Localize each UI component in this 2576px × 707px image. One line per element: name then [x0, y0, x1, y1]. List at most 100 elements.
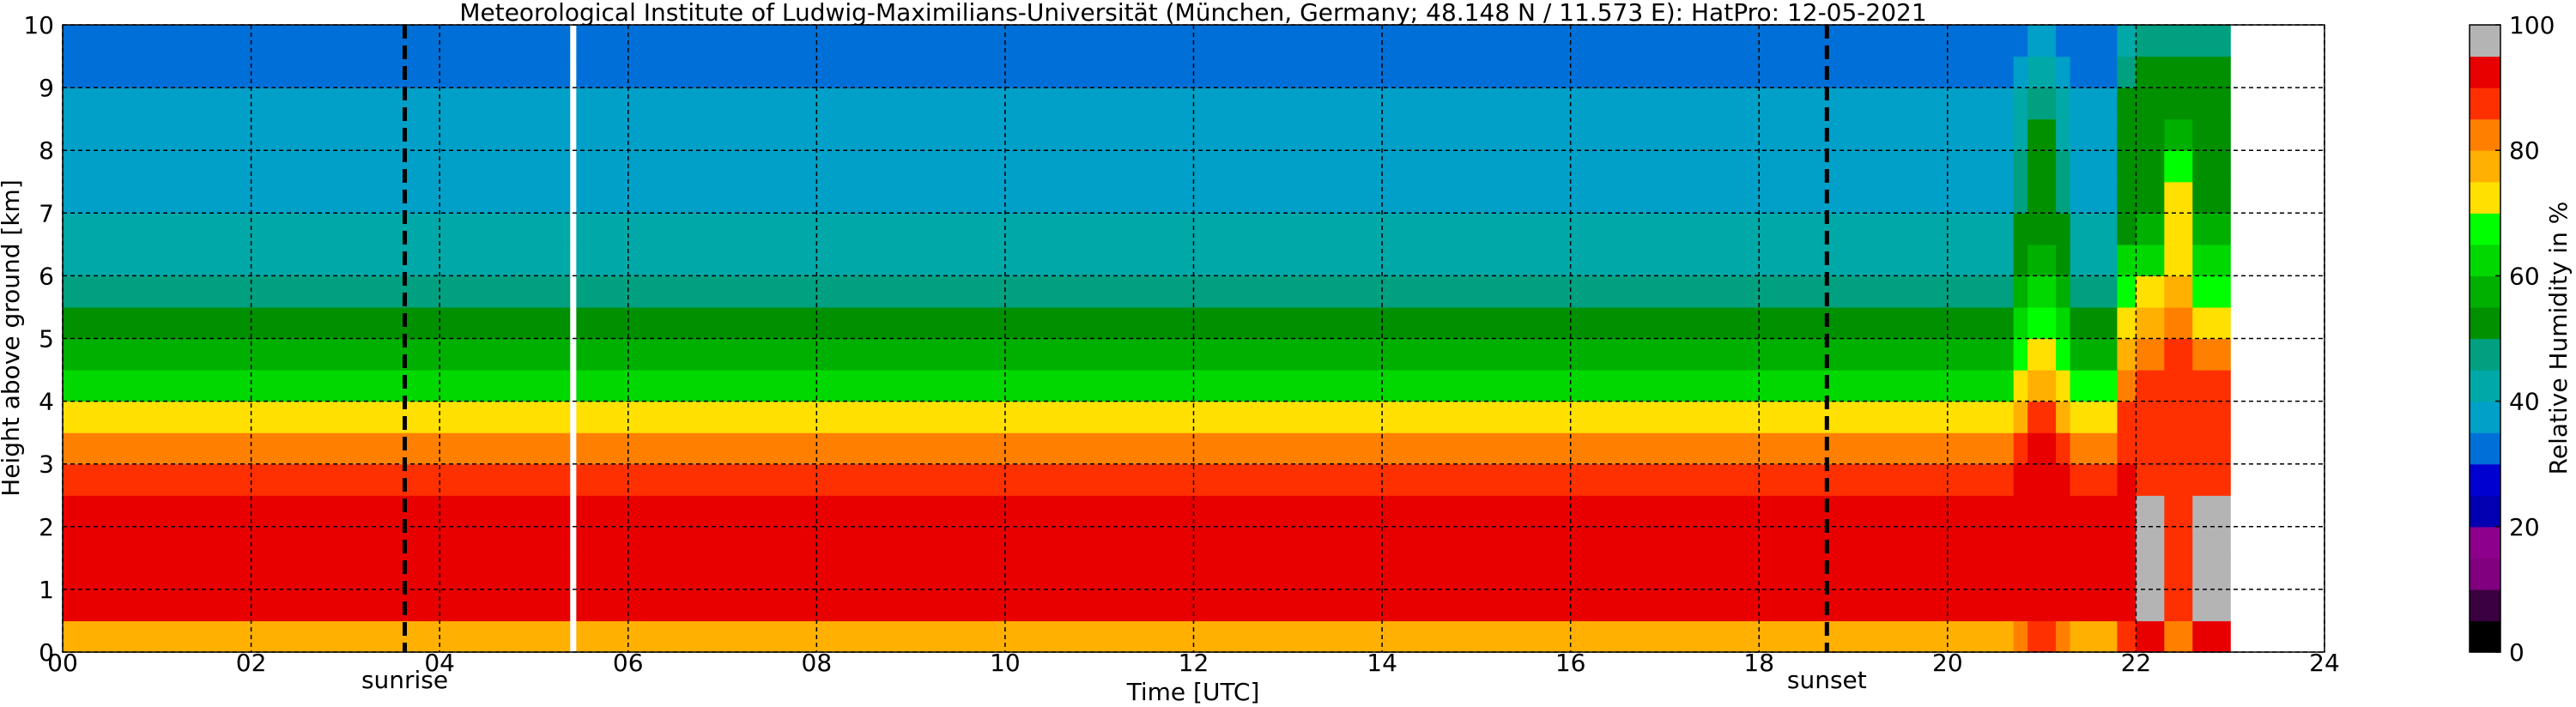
heatmap-cell [2117, 401, 2137, 433]
heatmap-cell [576, 88, 2015, 120]
heatmap-cell [2136, 56, 2165, 88]
heatmap-cell [576, 244, 2015, 276]
colorbar-label: Relative Humidity in % [2544, 202, 2573, 475]
heatmap-cell [576, 463, 2015, 496]
heatmap-cell [2136, 213, 2165, 245]
heatmap-cell [2164, 306, 2193, 340]
heatmap-cell [2192, 275, 2231, 308]
heatmap-cell [2070, 150, 2118, 183]
heatmap-cell [2117, 495, 2137, 528]
heatmap-cell [2117, 181, 2137, 214]
heatmap-cell [2013, 558, 2028, 590]
heatmap-cell [576, 620, 2015, 653]
heatmap-cell [576, 150, 2015, 183]
event-label: sunset [1787, 666, 1867, 694]
colorbar-tick-label: 40 [2509, 388, 2540, 416]
heatmap-cell [2136, 526, 2165, 559]
heatmap-cell [2070, 118, 2118, 151]
heatmap-cell [2164, 526, 2193, 559]
heatmap-cell [2164, 181, 2193, 214]
heatmap-cell [576, 526, 2015, 559]
heatmap-cell [2136, 181, 2165, 214]
colorbar-swatch [2470, 213, 2500, 245]
heatmap-cell [2136, 589, 2165, 622]
heatmap-cell [63, 589, 571, 622]
heatmap-cell [2192, 495, 2231, 528]
colorbar-swatch [2470, 401, 2500, 433]
heatmap-cell [2013, 338, 2028, 371]
heatmap-cell [2070, 495, 2118, 528]
heatmap-cell [2013, 88, 2028, 120]
heatmap-cell [2117, 25, 2137, 57]
colorbar-swatch [2470, 370, 2500, 402]
heatmap-cell [2192, 558, 2231, 590]
heatmap-cell [2192, 118, 2231, 151]
colorbar-swatch [2470, 244, 2500, 276]
heatmap-cell [2013, 495, 2028, 528]
heatmap-cell [2192, 338, 2231, 371]
heatmap-cell [2027, 181, 2057, 214]
heatmap-cell [2070, 213, 2118, 245]
heatmap-cell [576, 432, 2015, 465]
heatmap-cell [2136, 25, 2165, 57]
colorbar-tick-label: 60 [2509, 262, 2540, 290]
heatmap-cell [63, 558, 571, 590]
heatmap-cell [576, 118, 2015, 151]
heatmap-cell [2070, 370, 2118, 402]
heatmap-cell [2027, 118, 2057, 151]
heatmap-cell [2192, 370, 2231, 402]
heatmap-cell [2164, 213, 2193, 245]
heatmap-cell [2070, 25, 2118, 57]
y-tick-label: 4 [39, 388, 54, 416]
colorbar-frame [2469, 24, 2501, 653]
heatmap-cell [2027, 463, 2057, 496]
heatmap-cell [2192, 401, 2231, 433]
heatmap-cell [2136, 150, 2165, 183]
y-tick-label: 0 [39, 638, 54, 667]
heatmap-cell [2192, 620, 2231, 653]
y-tick-label: 9 [39, 74, 54, 102]
heatmap-cell [2164, 244, 2193, 276]
heatmap-cell [576, 25, 2015, 57]
heatmap-cell [2070, 526, 2118, 559]
x-tick-label: 12 [1179, 649, 1209, 677]
heatmap-cell [63, 432, 571, 465]
x-tick-label: 00 [47, 649, 78, 677]
heatmap-cell [2070, 306, 2118, 340]
heatmap-cell [2192, 463, 2231, 496]
heatmap-cell [2013, 306, 2028, 340]
y-axis-label: Height above ground [km] [0, 179, 25, 497]
heatmap-cell [2056, 56, 2071, 88]
heatmap-cell [63, 401, 571, 433]
heatmap-cell [2013, 56, 2028, 88]
heatmap-cell [2192, 526, 2231, 559]
heatmap-cell [2136, 463, 2165, 496]
heatmap-cell [2056, 526, 2071, 559]
heatmap-cell [2117, 370, 2137, 402]
colorbar-tick-label: 0 [2509, 638, 2524, 667]
heatmap-cell [2056, 620, 2071, 653]
y-tick-label: 7 [39, 199, 54, 227]
heatmap-cell [2136, 432, 2165, 465]
heatmap-cell [2070, 56, 2118, 88]
heatmap-cell [2164, 25, 2193, 57]
heatmap-cell [2117, 56, 2137, 88]
heatmap-cell [2136, 370, 2165, 402]
heatmap-cell [63, 56, 571, 88]
heatmap-cell [2136, 306, 2165, 340]
heatmap-cell [2164, 370, 2193, 402]
heatmap-cell [2070, 338, 2118, 371]
heatmap-cell [2027, 526, 2057, 559]
heatmap-cell [2070, 401, 2118, 433]
heatmap-cell [2070, 275, 2118, 308]
heatmap-cell [2070, 244, 2118, 276]
heatmap-cell [576, 495, 2015, 528]
heatmap-cell [63, 526, 571, 559]
heatmap-cell [2164, 56, 2193, 88]
y-tick-label: 10 [23, 11, 54, 39]
colorbar-swatch [2470, 275, 2500, 308]
heatmap-cell [2192, 25, 2231, 57]
y-tick-label: 2 [39, 513, 54, 541]
chart-title: Meteorological Institute of Ludwig-Maxim… [459, 0, 1926, 27]
